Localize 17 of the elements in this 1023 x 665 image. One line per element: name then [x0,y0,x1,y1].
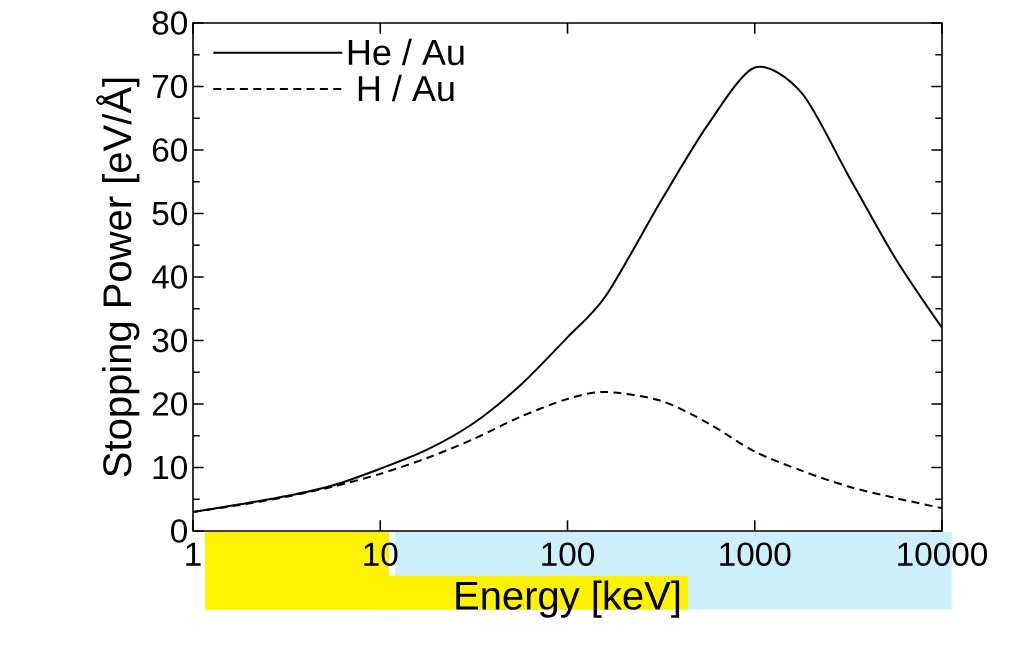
x-tick-label: 100 [542,542,594,566]
y-tick-label: 20 [152,392,187,416]
y-tick-label: 80 [152,11,187,35]
x-tick-label: 1 [186,542,201,566]
y-tick-label: 60 [152,138,187,162]
legend-label: He / Au [348,38,464,66]
y-tick-label: 50 [152,201,187,226]
y-tick-label: 30 [152,328,187,353]
y-tick-label: 10 [153,455,187,480]
y-tick-label: 40 [151,265,187,289]
x-tick-label: 10000 [898,542,988,566]
legend-label: H / Au [358,74,454,102]
x-axis-title: Energy [keV] [456,580,680,618]
y-axis-title: Stopping Power [eV/Å] [96,78,140,477]
y-tick-label: 70 [152,74,187,99]
y-tick-label: 0 [171,519,187,543]
x-tick-label: 1000 [720,542,791,566]
